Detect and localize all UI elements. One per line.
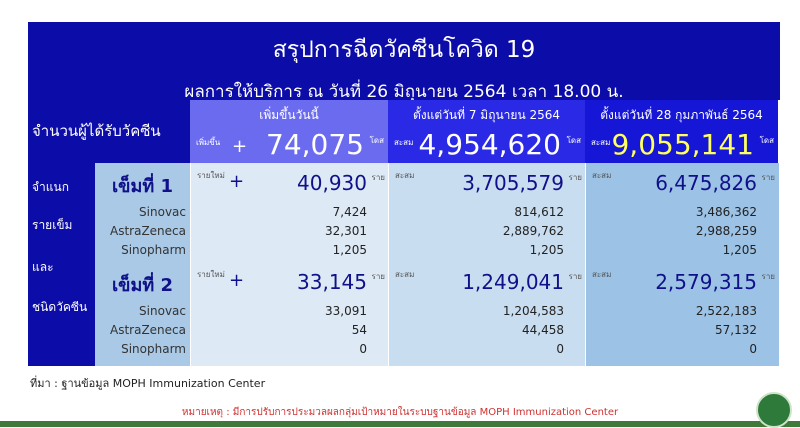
page-title: สรุปการฉีดวัคซีนโควิด 19: [272, 37, 536, 63]
page-subtitle: ผลการให้บริการ ณ วันที่ 26 มิถุนายน 2564…: [184, 82, 624, 102]
cell-prefix: รายใหม่: [197, 171, 225, 180]
plus-sign: +: [232, 136, 248, 157]
note-text: หมายเหตุ : มีการปรับการประมวลผลกลุ่มเป้า…: [181, 407, 619, 418]
vaccine-value: 33,091: [325, 304, 367, 318]
plus-sign: +: [229, 171, 245, 192]
vaccine-value: 0: [359, 342, 367, 356]
header-col-0: เพิ่มขึ้นวันนี้ เพิ่มขึ้น + 74,075 โดส: [190, 100, 388, 163]
cell-total: 40,930: [297, 171, 367, 195]
dose-2-col-2: สะสม 2,579,315 ราย 2,522,183 57,132 0: [585, 262, 779, 366]
cell-unit: ราย: [371, 173, 385, 182]
dose-name: เข็มที่ 2: [112, 275, 173, 296]
vaccine-value: 44,458: [522, 323, 564, 337]
cell-unit: ราย: [568, 173, 582, 182]
plus-sign: +: [229, 270, 245, 291]
vaccine-name: AstraZeneca: [110, 323, 186, 337]
col-total: 4,954,620: [418, 128, 561, 161]
vaccine-value: 32,301: [325, 224, 367, 238]
vaccine-value: 7,424: [332, 205, 367, 219]
side-label: จำแนก: [32, 180, 69, 194]
dose-1-col-1: สะสม 3,705,579 ราย 814,612 2,889,762 1,205: [388, 163, 586, 262]
vaccine-value: 2,522,183: [695, 304, 757, 318]
cell-prefix: สะสม: [395, 270, 415, 279]
vaccine-name: AstraZeneca: [110, 224, 186, 238]
moph-logo-icon: [756, 392, 792, 428]
col-prefix: สะสม: [591, 138, 611, 147]
cell-prefix: รายใหม่: [197, 270, 225, 279]
col-total: 74,075: [266, 128, 364, 161]
cell-total: 3,705,579: [462, 171, 564, 195]
dose-1-col-2: สะสม 6,475,826 ราย 3,486,362 2,988,259 1,20…: [585, 163, 779, 262]
vaccine-name: Sinovac: [139, 304, 186, 318]
vaccine-value: 57,132: [715, 323, 757, 337]
cell-total: 2,579,315: [655, 270, 757, 294]
vaccine-value: 1,205: [722, 243, 757, 257]
vaccine-value: 1,204,583: [502, 304, 564, 318]
title-banner: สรุปการฉีดวัคซีนโควิด 19 ผลการให้บริการ …: [28, 22, 780, 102]
cell-prefix: สะสม: [395, 171, 415, 180]
vaccine-value: 3,486,362: [695, 205, 757, 219]
side-label: ชนิดวัคซีน: [32, 300, 88, 314]
cell-unit: ราย: [761, 272, 775, 281]
col-label: ตั้งแต่วันที่ 7 มิถุนายน 2564: [413, 108, 560, 122]
cell-total: 6,475,826: [655, 171, 757, 195]
col-unit: โดส: [759, 136, 774, 145]
source-text: ที่มา : ฐานข้อมูล MOPH Immunization Cent…: [30, 377, 266, 390]
vaccine-name: Sinopharm: [121, 243, 186, 257]
vaccine-name: Sinovac: [139, 205, 186, 219]
vaccine-value: 814,612: [514, 205, 564, 219]
col-label: ตั้งแต่วันที่ 28 กุมภาพันธ์ 2564: [600, 108, 763, 122]
col-prefix: เพิ่มขึ้น: [196, 138, 221, 147]
col-unit: โดส: [566, 136, 581, 145]
side-label: และ: [32, 260, 54, 274]
vaccine-value: 2,988,259: [695, 224, 757, 238]
cell-prefix: สะสม: [592, 270, 612, 279]
col-label: เพิ่มขึ้นวันนี้: [259, 108, 319, 122]
vaccine-value: 2,889,762: [502, 224, 564, 238]
vaccine-value: 54: [351, 323, 367, 337]
dose-2-col-0: รายใหม่ + 33,145 ราย 33,091 54 0: [190, 262, 389, 366]
cell-unit: ราย: [568, 272, 582, 281]
cell-unit: ราย: [371, 272, 385, 281]
row-header: จำนวนผู้ได้รับวัคซีน: [28, 100, 190, 163]
cell-total: 33,145: [297, 270, 367, 294]
vaccine-value: 1,205: [529, 243, 564, 257]
dose-2-label-cell: เข็มที่ 2 Sinovac AstraZeneca Sinopharm: [95, 262, 190, 366]
side-label: รายเข็ม: [32, 218, 73, 232]
dose-name: เข็มที่ 1: [112, 176, 173, 197]
header-col-1: ตั้งแต่วันที่ 7 มิถุนายน 2564 สะสม 4,954…: [388, 100, 585, 163]
dose-1-col-0: รายใหม่ + 40,930 ราย 7,424 32,301 1,205: [190, 163, 389, 262]
cell-total: 1,249,041: [462, 270, 564, 294]
cell-prefix: สะสม: [592, 171, 612, 180]
vaccine-value: 0: [556, 342, 564, 356]
header-col-2: ตั้งแต่วันที่ 28 กุมภาพันธ์ 2564 สะสม 9,…: [585, 100, 778, 163]
col-prefix: สะสม: [394, 138, 414, 147]
vaccine-value: 1,205: [332, 243, 367, 257]
dose-1-label-cell: เข็มที่ 1 Sinovac AstraZeneca Sinopharm: [95, 163, 190, 262]
footer-bar: [0, 421, 800, 427]
dose-2-col-1: สะสม 1,249,041 ราย 1,204,583 44,458 0: [388, 262, 586, 366]
vaccine-value: 0: [749, 342, 757, 356]
col-unit: โดส: [369, 136, 384, 145]
col-total: 9,055,141: [611, 128, 754, 161]
vaccine-name: Sinopharm: [121, 342, 186, 356]
cell-unit: ราย: [761, 173, 775, 182]
